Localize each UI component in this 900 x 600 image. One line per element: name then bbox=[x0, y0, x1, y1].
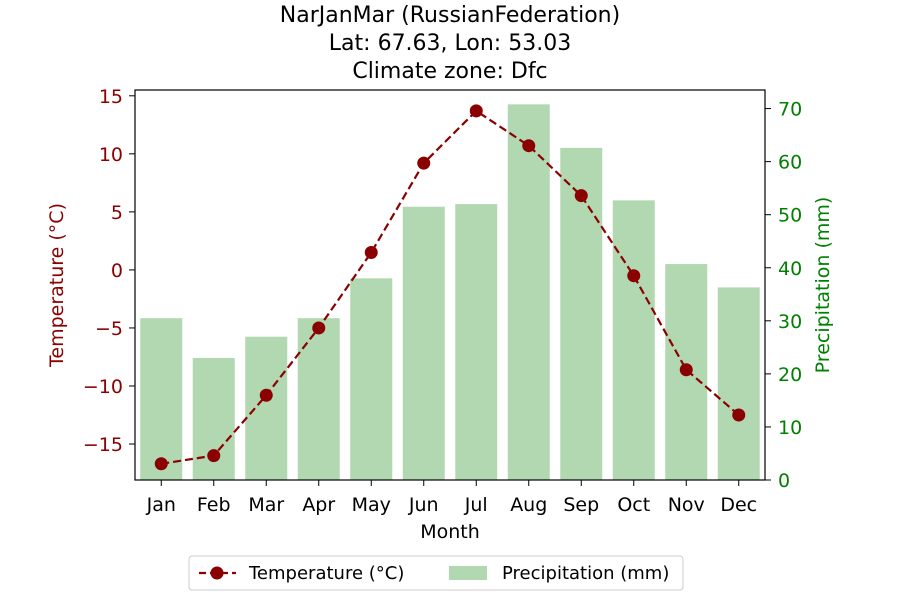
x-tick-label-sep: Sep bbox=[563, 494, 599, 516]
left-tick-label: −5 bbox=[95, 318, 123, 340]
left-tick-label: −15 bbox=[83, 434, 123, 456]
plot-frame bbox=[134, 89, 766, 481]
x-tick-label-oct: Oct bbox=[617, 494, 650, 516]
right-tick-label: 30 bbox=[778, 311, 802, 333]
precipitation-bars bbox=[140, 104, 760, 481]
x-tick-label-jun: Jun bbox=[408, 494, 439, 516]
temperature-series bbox=[154, 104, 746, 471]
precipitation-bar-aug bbox=[507, 104, 550, 480]
temperature-line bbox=[161, 109, 740, 465]
precipitation-bar-apr bbox=[297, 318, 340, 480]
chart-title-line-3: Climate zone: Dfc bbox=[352, 59, 547, 84]
x-tick-label-mar: Mar bbox=[248, 494, 284, 516]
x-axis-label: Month bbox=[420, 521, 480, 543]
x-axis-ticks: Jan Feb Mar Apr May Jun Jul Aug Sep Oct Nov Dec bbox=[146, 480, 757, 516]
legend-temperature-swatch-marker bbox=[210, 566, 224, 580]
right-axis-label: Precipitation (mm) bbox=[812, 197, 834, 374]
x-tick-label-jul: Jul bbox=[464, 494, 488, 516]
precipitation-bar-mar bbox=[245, 336, 288, 480]
temperature-point-dec bbox=[732, 408, 746, 422]
temperature-point-aug bbox=[522, 139, 536, 153]
chart-title-line-2: Lat: 67.63, Lon: 53.03 bbox=[329, 31, 571, 56]
precipitation-bar-oct bbox=[612, 200, 655, 480]
x-tick-label-feb: Feb bbox=[197, 494, 231, 516]
precipitation-bar-may bbox=[350, 278, 393, 480]
legend-temperature-label: Temperature (°C) bbox=[248, 563, 404, 584]
right-tick-label: 50 bbox=[778, 205, 802, 227]
left-tick-label: −10 bbox=[83, 376, 123, 398]
right-tick-label: 70 bbox=[778, 99, 802, 121]
left-tick-label: 0 bbox=[111, 260, 123, 282]
temperature-point-sep bbox=[574, 189, 588, 203]
right-tick-label: 0 bbox=[778, 470, 790, 492]
temperature-point-jul bbox=[469, 104, 483, 118]
x-tick-label-jan: Jan bbox=[146, 494, 176, 516]
legend-precipitation-label: Precipitation (mm) bbox=[502, 563, 669, 584]
x-tick-label-apr: Apr bbox=[302, 494, 335, 516]
x-tick-label-may: May bbox=[352, 494, 391, 516]
precipitation-bar-sep bbox=[560, 147, 603, 480]
temperature-point-mar bbox=[259, 388, 273, 402]
precipitation-bar-jun bbox=[402, 206, 445, 481]
left-axis-ticks: −15 −10 −5 0 5 10 15 bbox=[83, 86, 135, 456]
x-tick-label-aug: Aug bbox=[510, 494, 547, 516]
right-tick-label: 20 bbox=[778, 364, 802, 386]
x-tick-label-nov: Nov bbox=[668, 494, 705, 516]
right-tick-label: 40 bbox=[778, 258, 802, 280]
precipitation-bar-dec bbox=[717, 287, 760, 480]
legend-precipitation-swatch bbox=[449, 566, 487, 580]
temperature-point-oct bbox=[627, 269, 641, 283]
right-tick-label: 60 bbox=[778, 152, 802, 174]
temperature-point-jun bbox=[417, 156, 431, 170]
left-tick-label: 15 bbox=[99, 86, 123, 108]
left-tick-label: 5 bbox=[111, 202, 123, 224]
x-tick-label-dec: Dec bbox=[720, 494, 757, 516]
temperature-point-nov bbox=[679, 363, 693, 377]
temperature-point-feb bbox=[207, 449, 221, 463]
precipitation-bar-jul bbox=[455, 204, 498, 480]
left-axis-label: Temperature (°C) bbox=[46, 203, 68, 368]
legend-box bbox=[188, 555, 684, 591]
right-tick-label: 10 bbox=[778, 417, 802, 439]
legend: Temperature (°C) Precipitation (mm) bbox=[188, 555, 684, 591]
chart-title-line-1: NarJanMar (RussianFederation) bbox=[280, 3, 620, 28]
temperature-point-may bbox=[364, 246, 378, 259]
left-tick-label: 10 bbox=[99, 144, 123, 166]
temperature-point-apr bbox=[312, 321, 326, 335]
temperature-point-jan bbox=[154, 457, 168, 471]
right-axis-ticks: 0 10 20 30 40 50 60 70 bbox=[765, 99, 802, 492]
precipitation-bar-jan bbox=[140, 318, 183, 480]
